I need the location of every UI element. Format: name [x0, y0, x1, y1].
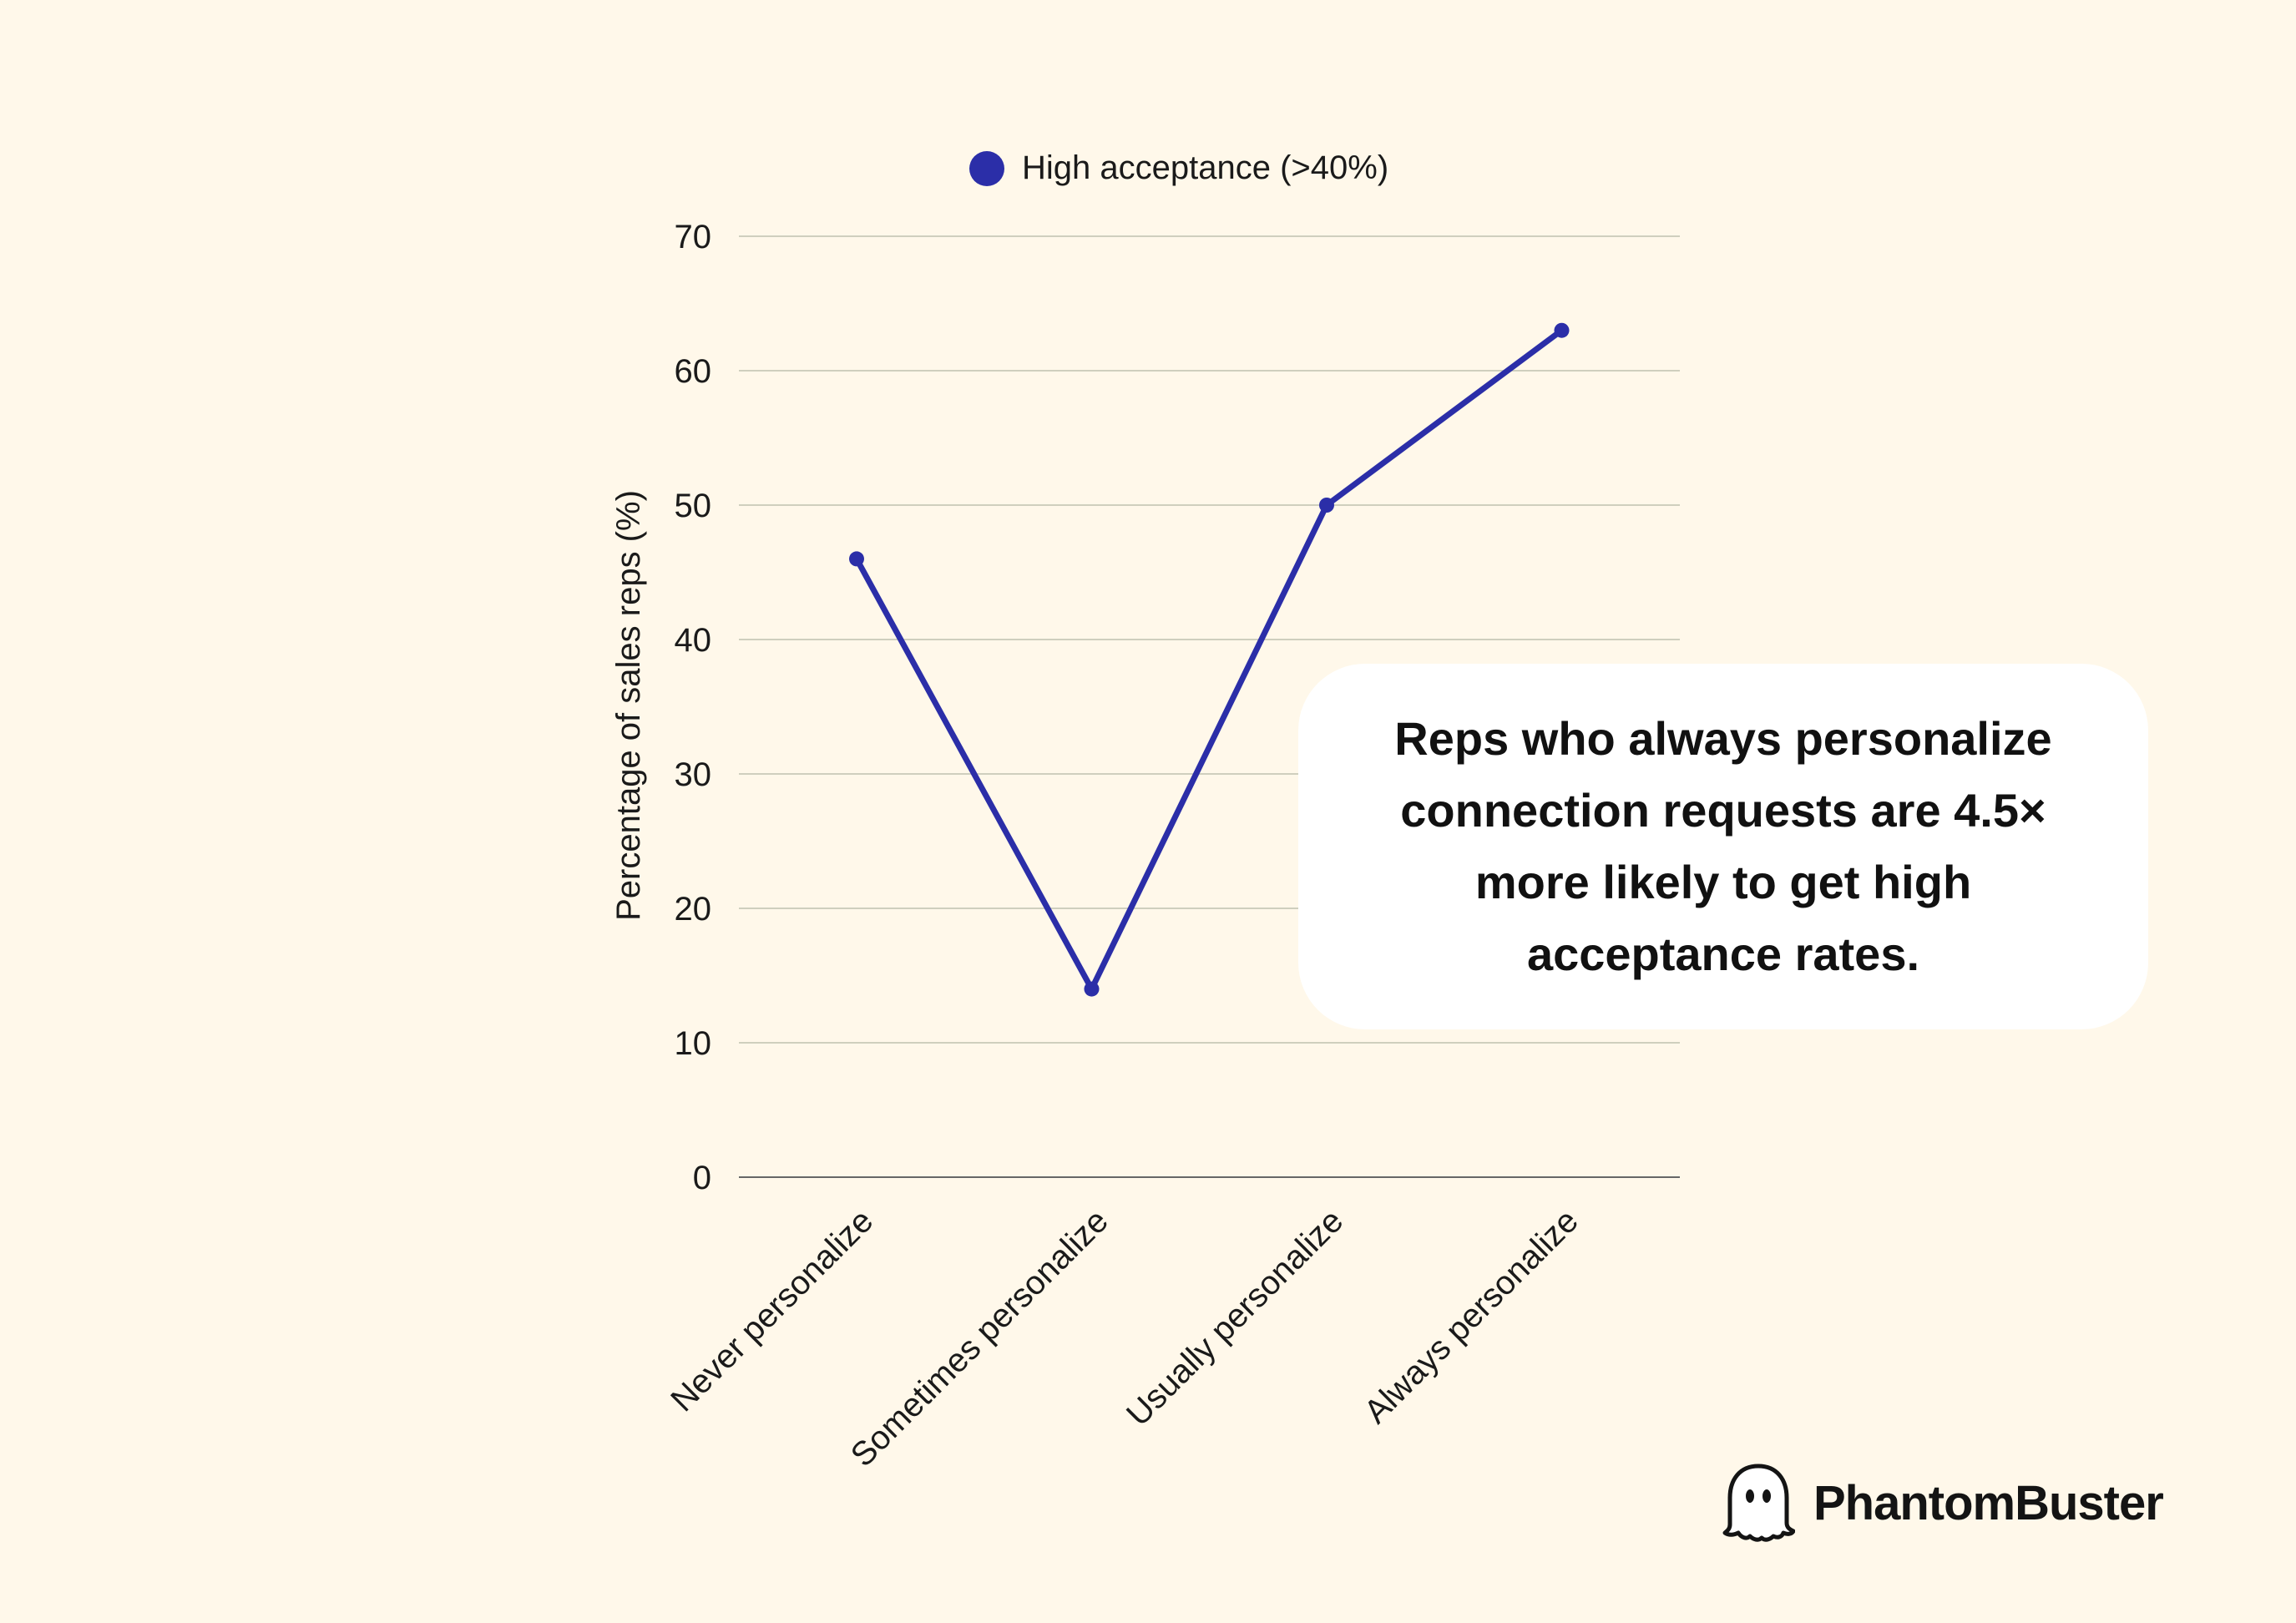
- brand-logo: PhantomBuster: [1722, 1457, 2164, 1549]
- y-tick-label: 0: [693, 1160, 711, 1196]
- data-point: [1084, 981, 1100, 997]
- x-tick-label: Never personalize: [664, 1202, 880, 1418]
- ghost-icon: [1722, 1464, 1795, 1542]
- data-point: [1319, 498, 1334, 513]
- series-line: [853, 327, 1565, 993]
- data-point: [849, 551, 864, 567]
- series-layer: [849, 322, 1570, 997]
- y-tick-label: 50: [675, 488, 712, 524]
- gridlines: [739, 235, 1680, 1178]
- y-axis-title: Percentage of sales reps (%): [610, 490, 647, 921]
- brand-name: PhantomBuster: [1813, 1475, 2164, 1530]
- y-tick-label: 60: [675, 353, 712, 390]
- y-tick-label: 20: [675, 891, 712, 928]
- legend-marker: [969, 151, 1004, 186]
- y-tick-label: 40: [675, 622, 712, 659]
- callout-text: Reps who always personalize connection r…: [1394, 712, 2052, 980]
- x-tick-label: Sometimes personalize: [844, 1202, 1115, 1474]
- y-tick-label: 10: [675, 1025, 712, 1062]
- legend-label: High acceptance (>40%): [1022, 149, 1388, 186]
- callout-box: Reps who always personalize connection r…: [1298, 664, 2148, 1029]
- y-tick-label: 70: [675, 219, 712, 255]
- x-tick-label: Always personalize: [1358, 1202, 1585, 1430]
- y-tick-label: 30: [675, 756, 712, 793]
- data-point: [1554, 322, 1570, 338]
- y-axis-ticks: 0 10 20 30 40 50 60 70: [675, 219, 712, 1196]
- x-tick-label: Usually personalize: [1120, 1202, 1350, 1433]
- legend: High acceptance (>40%): [969, 149, 1388, 186]
